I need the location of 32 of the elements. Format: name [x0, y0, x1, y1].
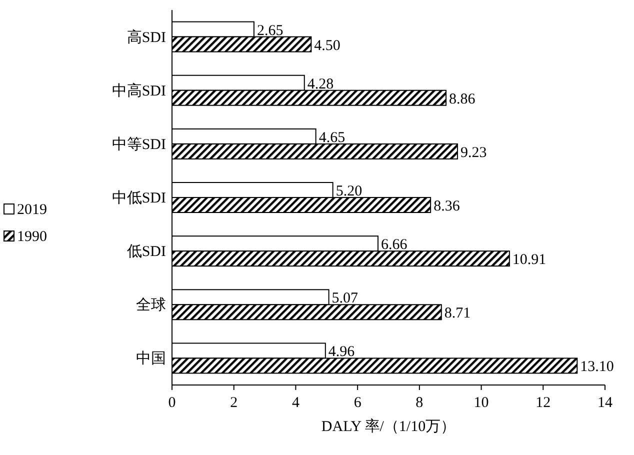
y-tick-label: 高SDI [126, 28, 166, 46]
y-tick-label: 中等SDI [112, 136, 166, 153]
data-label: 6.66 [380, 237, 408, 254]
y-tick-label: 中高SDI [112, 82, 166, 100]
data-label: 10.91 [512, 252, 546, 268]
legend-label: 1990 [17, 229, 47, 245]
data-label: 5.20 [336, 184, 362, 200]
data-label: 8.36 [434, 198, 460, 214]
x-tick-label: 8 [416, 395, 424, 411]
y-tick-label: 低SDI [126, 244, 166, 260]
x-tick-label: 0 [168, 395, 176, 411]
x-tick-label: 2 [230, 395, 238, 411]
data-label: 2.65 [256, 22, 284, 39]
data-label: 8.71 [444, 306, 471, 322]
data-label: 4.96 [328, 344, 356, 360]
y-tick-label: 全球 [136, 296, 166, 314]
data-label: 13.10 [580, 359, 614, 376]
x-tick-label: 4 [292, 395, 300, 411]
data-label: 4.65 [318, 130, 346, 146]
y-tick-label: 中国 [136, 350, 166, 368]
x-axis-title: DALY 率/（1/10万） [321, 418, 456, 435]
x-tick-label: 10 [474, 395, 489, 411]
data-label: 4.28 [307, 76, 334, 92]
x-tick-label: 14 [598, 395, 613, 411]
data-label: 4.50 [314, 38, 340, 54]
legend-label: 2019 [17, 202, 47, 218]
data-label: 5.07 [332, 290, 359, 307]
x-tick-label: 12 [536, 395, 551, 411]
y-tick-label: 中低SDI [112, 190, 166, 206]
x-tick-label: 6 [354, 395, 362, 411]
data-label: 8.86 [449, 91, 476, 108]
data-label: 9.23 [460, 144, 487, 161]
